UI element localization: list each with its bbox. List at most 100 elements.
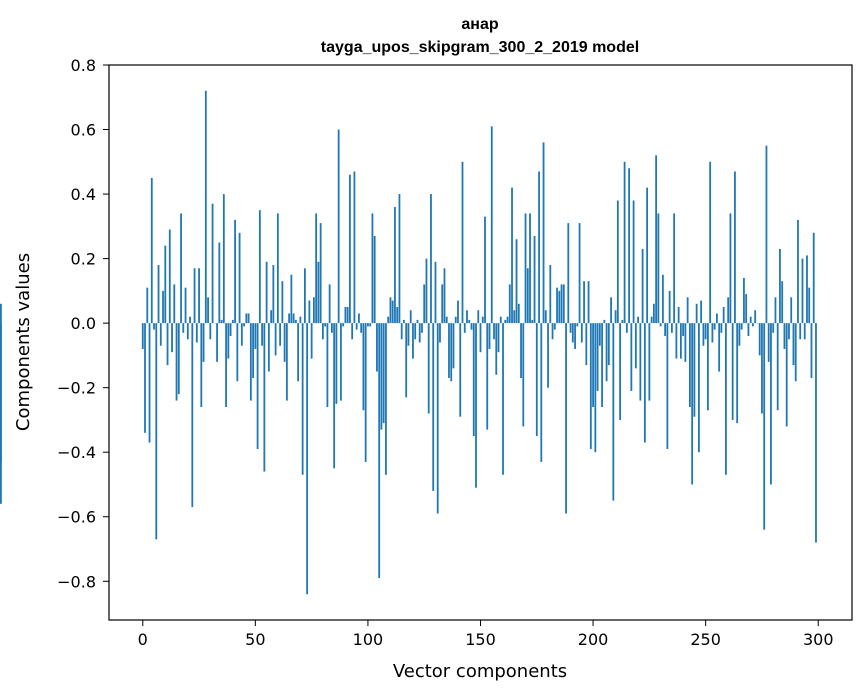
bar [144,323,146,433]
bar [373,236,376,324]
bar [513,310,516,324]
bar [310,323,313,359]
bar [274,323,277,356]
bar [661,274,664,324]
bar [614,310,617,324]
bar [621,319,624,324]
bar [688,323,691,408]
y-tick-label: 0.4 [71,185,96,204]
bar [585,323,588,366]
bar [427,323,430,414]
bar [666,323,669,449]
bar [425,258,428,324]
bar [191,323,194,508]
bar [511,187,513,324]
bar [407,323,410,346]
bar [301,323,304,475]
bar [643,323,646,443]
bar [587,281,590,324]
bar [362,323,365,411]
bar [229,323,232,337]
bar [655,155,658,324]
bar [767,323,770,362]
bar [434,261,437,324]
bar [594,323,597,453]
bar [556,287,558,324]
bar [238,232,241,324]
bars-group [0,90,817,595]
bar [589,323,592,449]
bar [175,323,178,401]
bar [445,316,448,324]
bar [486,323,489,430]
bar [754,310,757,324]
bar [164,245,167,324]
bar [475,323,477,488]
bar [547,323,549,388]
bar [770,323,772,485]
bar [788,323,790,340]
bar [502,323,504,475]
y-tick-label: 0.6 [71,121,96,140]
y-tick-label: −0.4 [57,443,96,462]
bar [378,323,381,579]
bar [321,323,324,340]
x-tick-label: 150 [465,630,496,649]
bar [358,313,360,324]
bar [806,255,808,324]
bar [797,219,799,324]
bar [664,323,667,337]
bar [279,323,282,346]
bar [722,307,725,324]
bar [355,323,358,330]
bar [396,307,399,324]
bar [385,323,387,475]
bar [443,268,446,324]
bar [632,200,635,324]
bar [461,161,464,324]
bar [157,265,160,324]
bar [679,323,682,359]
bar [569,323,572,333]
bar [567,223,570,324]
bar [204,90,207,324]
bar [700,300,703,324]
bar [743,277,745,324]
bar [177,323,180,395]
bar [734,171,736,324]
bar [698,323,700,453]
bar [315,213,318,324]
bar [186,323,189,340]
bar [225,323,227,408]
bar [497,323,500,353]
x-axis-ticks: 0 50 100 150 200 250 300 [138,620,834,649]
bar [418,323,421,343]
bar [765,145,768,324]
bar [353,171,356,324]
bar [285,323,288,401]
bar [369,323,372,327]
bar [294,319,297,324]
bar [299,316,302,324]
bar [148,323,151,443]
bar [808,287,811,324]
bar [184,287,187,324]
bar [560,284,563,324]
bar [623,161,626,324]
bar [281,281,284,324]
bar [659,323,662,327]
bar [452,323,455,369]
bar [371,213,374,324]
bar [702,323,705,346]
bar [441,284,444,324]
bar [267,323,270,372]
bar [387,316,390,324]
bar [675,323,678,359]
y-tick-label: −0.2 [57,379,96,398]
bar [173,284,176,324]
bar [466,310,468,324]
bar [727,297,730,324]
bar [535,323,538,437]
bar [477,310,480,324]
